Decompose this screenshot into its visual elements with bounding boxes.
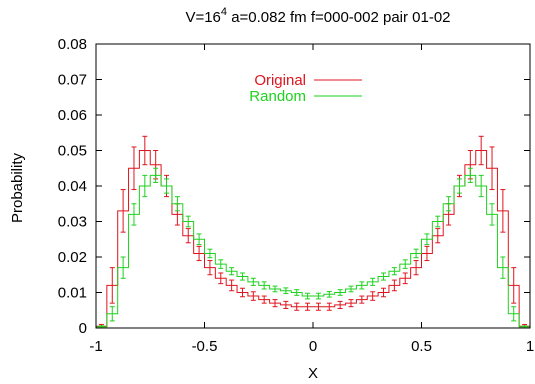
y-tick-label: 0.02	[58, 249, 87, 266]
y-tick-label: 0.05	[58, 143, 87, 160]
series-original	[95, 135, 531, 329]
x-tick-label: -0.5	[192, 338, 218, 355]
x-tick-label: 0.5	[411, 338, 432, 355]
chart-title-superscript: 4	[221, 6, 227, 18]
y-tick-label: 0.06	[58, 107, 87, 124]
y-tick-label: 0.08	[58, 36, 87, 53]
chart-title: V=164 a=0.082 fm f=000-002 pair 01-02	[185, 6, 450, 26]
y-axis-label: Probability	[9, 152, 26, 223]
y-tick-label: 0.01	[58, 285, 87, 302]
y-tick-label: 0.07	[58, 72, 87, 89]
series-step-line	[95, 174, 531, 328]
legend-label-random: Random	[249, 88, 306, 105]
axes: 0 0.01 0.02 0.03 0.04 0.05 0.06 0.07 0.08 -1 -0.5 0…	[58, 36, 534, 355]
x-tick-label: -1	[89, 338, 102, 355]
y-tick-label: 0	[79, 320, 87, 337]
chart-title-rest: a=0.082 fm f=000-002 pair 01-02	[227, 9, 451, 26]
x-axis-label: X	[308, 365, 318, 382]
y-tick-label: 0.04	[58, 178, 87, 195]
x-tick-label: 0	[309, 338, 317, 355]
series-random	[95, 167, 531, 329]
x-tick-label: 1	[526, 338, 534, 355]
y-tick-label: 0.03	[58, 214, 87, 231]
legend-label-original: Original	[254, 72, 306, 89]
plot-area	[95, 135, 531, 329]
